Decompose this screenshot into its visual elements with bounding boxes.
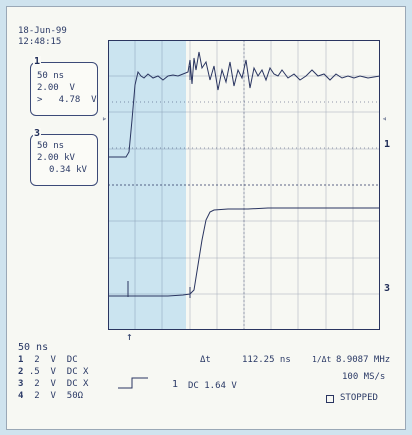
- sample-rate: 100 MS/s: [342, 372, 386, 382]
- ch1-timebase: 50 ns: [37, 71, 65, 81]
- channel-row-1[interactable]: 1 2 V DC: [18, 355, 78, 365]
- trigger-setting: DC 1.64 V: [188, 381, 237, 391]
- ch-num: 2: [18, 367, 24, 377]
- waveform-screen[interactable]: [108, 40, 380, 330]
- channel3-readout-box[interactable]: 50 ns 2.00 kV 0.34 kV: [30, 134, 98, 186]
- ch3-volts-div: 2.00 kV: [37, 153, 75, 163]
- delta-t-value: 112.25 ns: [242, 355, 291, 365]
- ch-num: 3: [18, 379, 24, 389]
- ch3-reading: 0.34 kV: [49, 165, 87, 175]
- date-label: 18-Jun-99: [18, 26, 67, 36]
- ch3-timebase: 50 ns: [37, 141, 65, 151]
- freq-value: 8.9087 MHz: [336, 355, 391, 365]
- acquisition-status: STOPPED: [340, 393, 378, 403]
- left-level-arrow-icon: ▹: [102, 114, 107, 123]
- ch1-box-marker: 1: [33, 56, 42, 67]
- ch3-box-marker: 3: [33, 128, 42, 139]
- ch-num: 1: [18, 355, 24, 365]
- highlight-region: [108, 40, 186, 330]
- trace-channel-1: [108, 51, 380, 158]
- trace1-marker: 1: [384, 139, 391, 150]
- trace-channel-3: [108, 207, 380, 297]
- freq-label: 1/Δt: [312, 355, 332, 364]
- right-level-arrow-icon: ◃: [382, 114, 387, 123]
- channel-row-3[interactable]: 3 2 V DC X: [18, 379, 89, 389]
- trigger-channel: 1: [172, 379, 179, 390]
- delta-t-label: Δt: [200, 355, 211, 365]
- time-label: 12:48:15: [18, 37, 62, 47]
- channel-row-4[interactable]: 4 2 V 50Ω: [18, 391, 84, 401]
- screen-border: [108, 40, 380, 330]
- trace3-marker: 3: [384, 283, 391, 294]
- channel1-readout-box[interactable]: 50 ns 2.00 V > 4.78 V: [30, 62, 98, 116]
- run-stop-checkbox-icon[interactable]: [326, 395, 334, 403]
- ch1-volts-div: 2.00 V: [37, 83, 75, 93]
- ch-num: 4: [18, 391, 24, 401]
- channel-row-2[interactable]: 2 .5 V DC X: [18, 367, 89, 377]
- trigger-slope-rising-icon[interactable]: [118, 376, 148, 390]
- ch1-reading: > 4.78 V: [37, 95, 97, 105]
- footer-timebase: 50 ns: [18, 342, 49, 353]
- trigger-position-arrow-icon[interactable]: ↑: [126, 330, 133, 343]
- waveform-graph: [108, 40, 380, 330]
